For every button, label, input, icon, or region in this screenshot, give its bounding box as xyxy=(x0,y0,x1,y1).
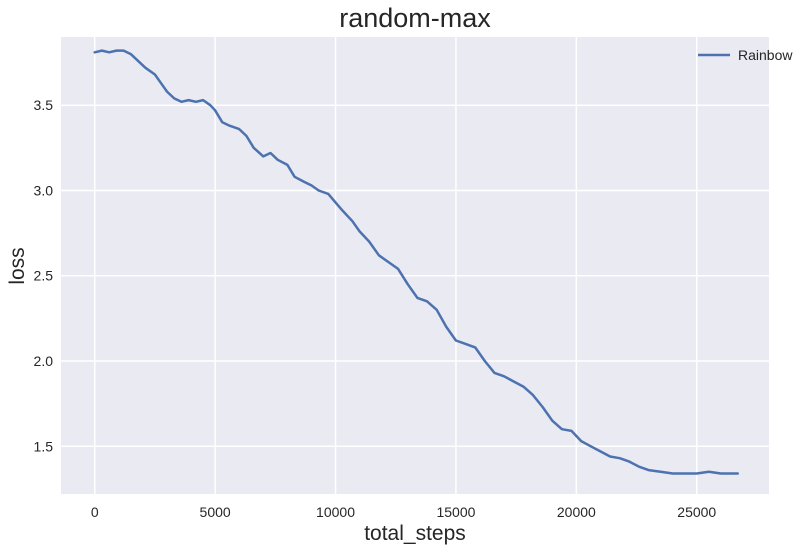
y-tick-label: 1.5 xyxy=(34,438,54,454)
legend-label-rainbow: Rainbow xyxy=(738,47,793,63)
y-axis-label: loss xyxy=(6,247,29,284)
x-tick-label: 0 xyxy=(91,504,99,520)
x-tick-label: 25000 xyxy=(677,504,716,520)
plot-area xyxy=(61,37,769,494)
y-tick-labels: 1.5 2.0 2.5 3.0 3.5 xyxy=(34,97,54,454)
y-tick-label: 3.5 xyxy=(34,97,54,113)
x-tick-label: 20000 xyxy=(557,504,596,520)
x-tick-label: 10000 xyxy=(316,504,355,520)
x-tick-labels: 0 5000 10000 15000 20000 25000 xyxy=(91,504,717,520)
x-axis-label: total_steps xyxy=(364,522,466,545)
legend: Rainbow xyxy=(698,47,793,63)
y-tick-label: 3.0 xyxy=(34,182,54,198)
series-line-rainbow xyxy=(93,49,739,475)
series-group xyxy=(93,49,739,475)
y-tick-label: 2.0 xyxy=(34,353,54,369)
chart-title: random-max xyxy=(339,3,491,33)
x-tick-label: 5000 xyxy=(200,504,231,520)
grid-lines xyxy=(61,37,769,494)
y-tick-label: 2.5 xyxy=(34,268,54,284)
x-tick-label: 15000 xyxy=(436,504,475,520)
